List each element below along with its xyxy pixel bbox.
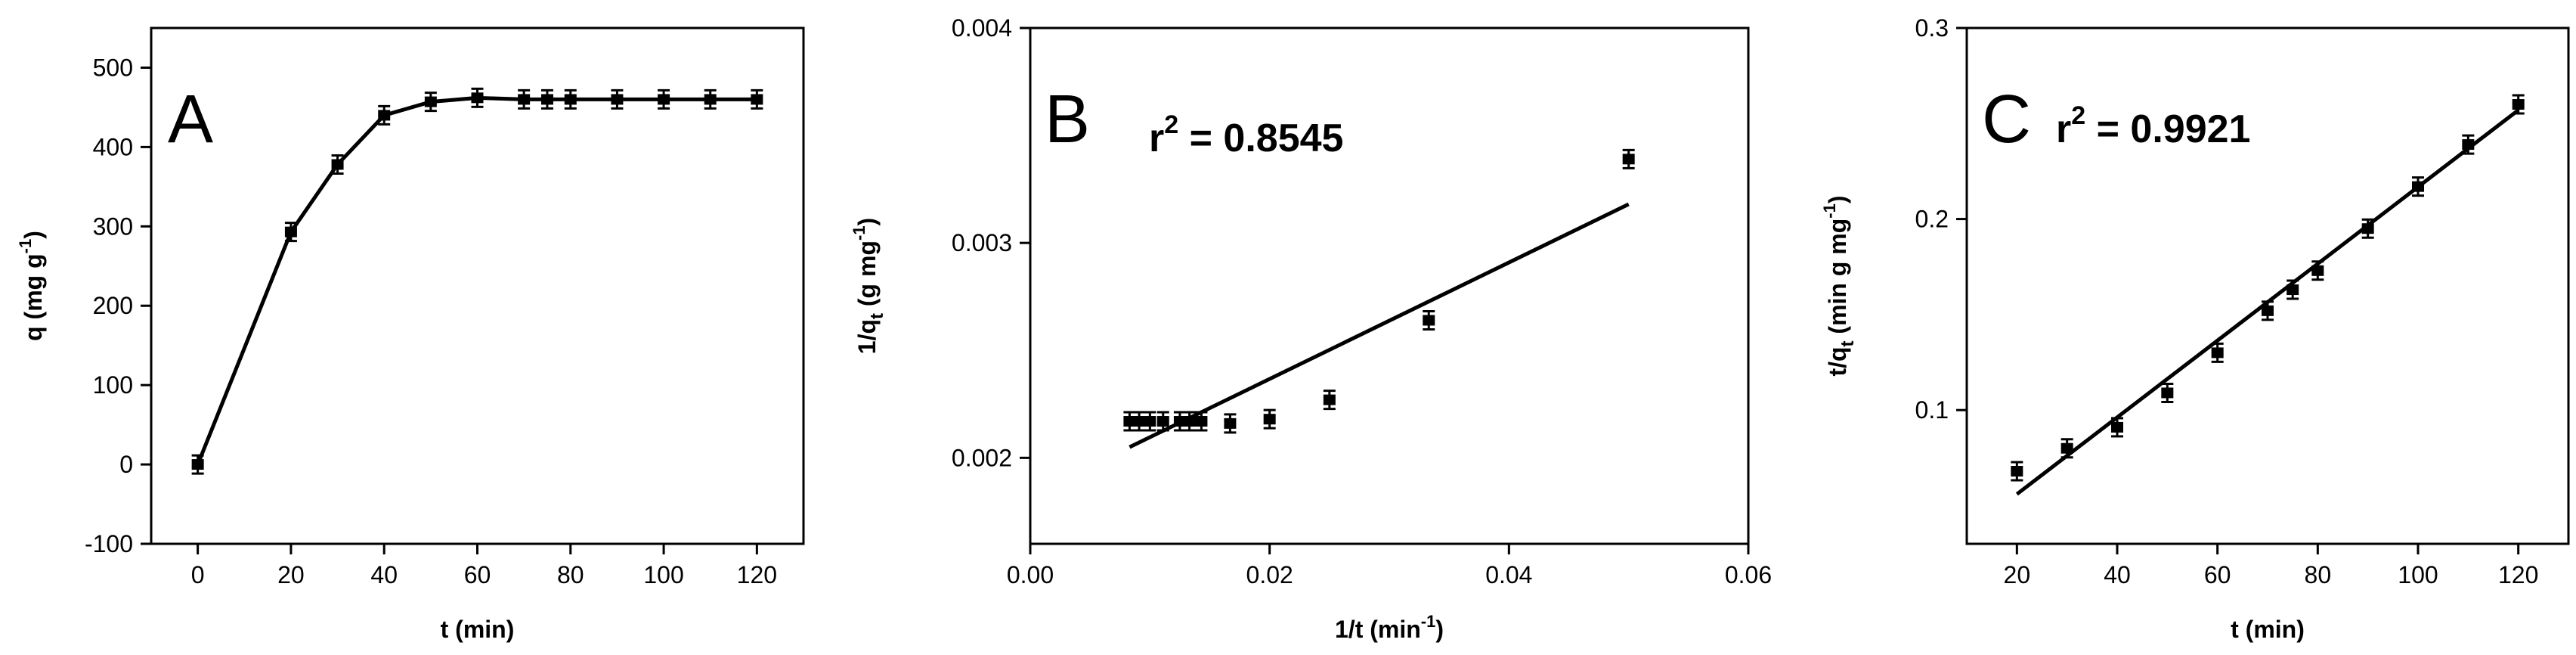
y-axis-title: 1/qt (g mg-1) [850, 218, 887, 354]
x-tick-label: 100 [2398, 561, 2438, 588]
x-tick-label: 0.00 [1007, 561, 1054, 588]
data-point [284, 222, 297, 243]
y-tick-label: 500 [93, 54, 133, 81]
x-tick-label: 100 [643, 561, 683, 588]
r-squared-annotation: r2 = 0.9921 [2056, 101, 2250, 151]
panel-A: 0 20 40 60 80 100 120 -100 0 100 200 300 400 500 t (mi… [16, 26, 805, 643]
data-point [2262, 300, 2274, 321]
x-axis-title: t (min) [2231, 616, 2305, 643]
plot-frame [1029, 26, 1750, 545]
data-point [2161, 382, 2174, 403]
data-point [1423, 309, 1435, 331]
data-point [2287, 279, 2299, 300]
x-tick-label: 20 [2004, 561, 2031, 588]
data-point [2361, 218, 2374, 239]
y-tick-label: 0.2 [1915, 206, 1949, 233]
x-tick-label: 20 [277, 561, 305, 588]
data-point [611, 88, 624, 110]
panel-B: 0.00 0.02 0.04 0.06 0.002 0.003 0.004 1/t (min-… [850, 14, 1772, 643]
panel-letter: B [1045, 82, 1090, 157]
y-axis-title: t/qt (min g mg-1) [1820, 195, 1858, 376]
data-point [2412, 176, 2424, 197]
x-tick-label: 40 [2104, 561, 2131, 588]
y-tick-label: 0.1 [1915, 396, 1949, 424]
data-point [704, 88, 717, 110]
data-point [540, 88, 553, 110]
y-tick-label: 0.002 [952, 444, 1012, 471]
data-point [1224, 413, 1237, 434]
data-point [1263, 408, 1276, 430]
data-point [1195, 411, 1208, 432]
data-point [2011, 461, 2023, 482]
x-tick-label: 60 [464, 561, 491, 588]
series-line [196, 95, 757, 466]
y-tick-label: 300 [93, 213, 133, 240]
panel-C: 20 40 60 80 100 120 0.1 0.2 0.3 t (min) t/qt (min … [1820, 14, 2570, 643]
x-tick-label: 0 [191, 561, 205, 588]
x-tick-label: 40 [370, 561, 398, 588]
r-squared-annotation: r2 = 0.8545 [1149, 110, 1343, 160]
y-tick-label: 200 [93, 292, 133, 319]
data-point [1323, 390, 1336, 411]
data-point [2111, 417, 2123, 438]
data-point [2211, 342, 2224, 363]
y-tick-label: 0.003 [952, 229, 1012, 256]
data-point [1156, 411, 1169, 432]
y-tick-label: 100 [93, 371, 133, 399]
y-tick-label: -100 [85, 530, 133, 557]
data-point [518, 88, 531, 110]
data-point [2060, 438, 2073, 459]
y-tick-label: 400 [93, 133, 133, 160]
data-point [191, 454, 204, 475]
data-point [424, 92, 437, 113]
data-point [751, 88, 763, 110]
data-point [1622, 148, 1635, 169]
x-axis-title: 1/t (min-1) [1335, 612, 1444, 643]
x-tick-label: 60 [2204, 561, 2231, 588]
x-tick-label: 0.06 [1725, 561, 1772, 588]
data-point [1123, 411, 1136, 432]
x-axis-title: t (min) [441, 616, 515, 643]
y-tick-label: 0.004 [952, 14, 1012, 42]
data-point [331, 154, 344, 175]
x-tick-label: 120 [2498, 561, 2538, 588]
data-point [2512, 94, 2525, 115]
fit-line [1129, 202, 1630, 449]
data-point [378, 104, 391, 126]
x-tick-label: 80 [2305, 561, 2332, 588]
x-tick-label: 120 [737, 561, 777, 588]
x-tick-label: 80 [557, 561, 584, 588]
data-point [471, 87, 484, 108]
panel-letter: A [168, 82, 213, 157]
data-point [1173, 411, 1186, 432]
data-point [2311, 260, 2324, 281]
panel-letter: C [1982, 82, 2031, 157]
data-point [1144, 411, 1156, 432]
y-tick-label: 0 [119, 451, 133, 478]
y-tick-label: 0.3 [1915, 14, 1949, 42]
y-axis-title: q (mg g-1) [16, 231, 47, 341]
data-point [658, 88, 670, 110]
data-point [564, 88, 577, 110]
data-point [2462, 134, 2475, 155]
plot-frame [1965, 26, 2570, 545]
x-tick-label: 0.04 [1485, 561, 1532, 588]
x-tick-label: 0.02 [1246, 561, 1293, 588]
